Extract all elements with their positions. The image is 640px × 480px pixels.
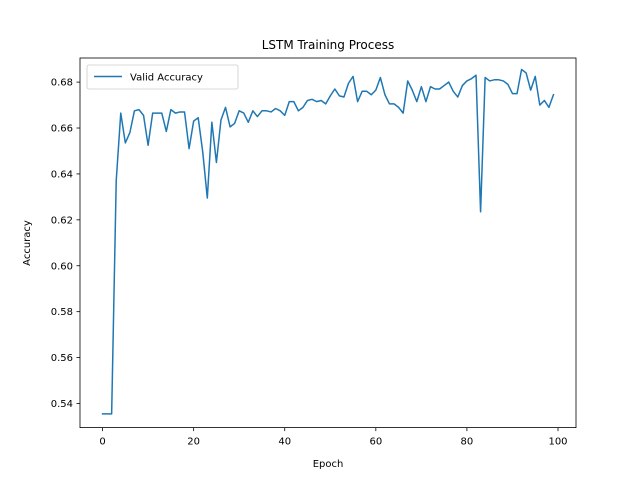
y-tick-label: 0.66 bbox=[51, 124, 73, 135]
y-tick-label: 0.54 bbox=[51, 399, 73, 410]
y-tick-label: 0.62 bbox=[51, 215, 73, 226]
plot-area bbox=[101, 68, 555, 415]
y-tick-label: 0.58 bbox=[51, 307, 73, 318]
x-tick-label: 0 bbox=[99, 437, 105, 448]
x-tick-label: 60 bbox=[369, 437, 382, 448]
y-tick-label: 0.68 bbox=[51, 78, 73, 89]
series-line-valid-accuracy bbox=[101, 68, 555, 415]
y-tick-label: 0.60 bbox=[51, 261, 73, 272]
x-tick-label: 40 bbox=[278, 437, 291, 448]
y-tick-label: 0.64 bbox=[51, 169, 73, 180]
x-tick-label: 80 bbox=[461, 437, 474, 448]
chart-title: LSTM Training Process bbox=[262, 38, 395, 52]
y-tick-label: 0.56 bbox=[51, 353, 73, 364]
axes-frame bbox=[79, 57, 577, 429]
x-tick-label: 20 bbox=[187, 437, 200, 448]
x-axis-ticks: 0 20 40 60 80 100 bbox=[99, 427, 568, 448]
y-axis-ticks: 0.54 0.56 0.58 0.60 0.62 0.64 0.66 0.68 bbox=[51, 78, 80, 410]
legend: Valid Accuracy bbox=[86, 64, 239, 90]
x-axis-label: Epoch bbox=[313, 459, 344, 470]
x-tick-label: 100 bbox=[548, 437, 567, 448]
legend-box bbox=[86, 64, 239, 90]
y-axis-label: Accuracy bbox=[22, 220, 33, 266]
legend-label-valid-accuracy: Valid Accuracy bbox=[130, 73, 203, 84]
